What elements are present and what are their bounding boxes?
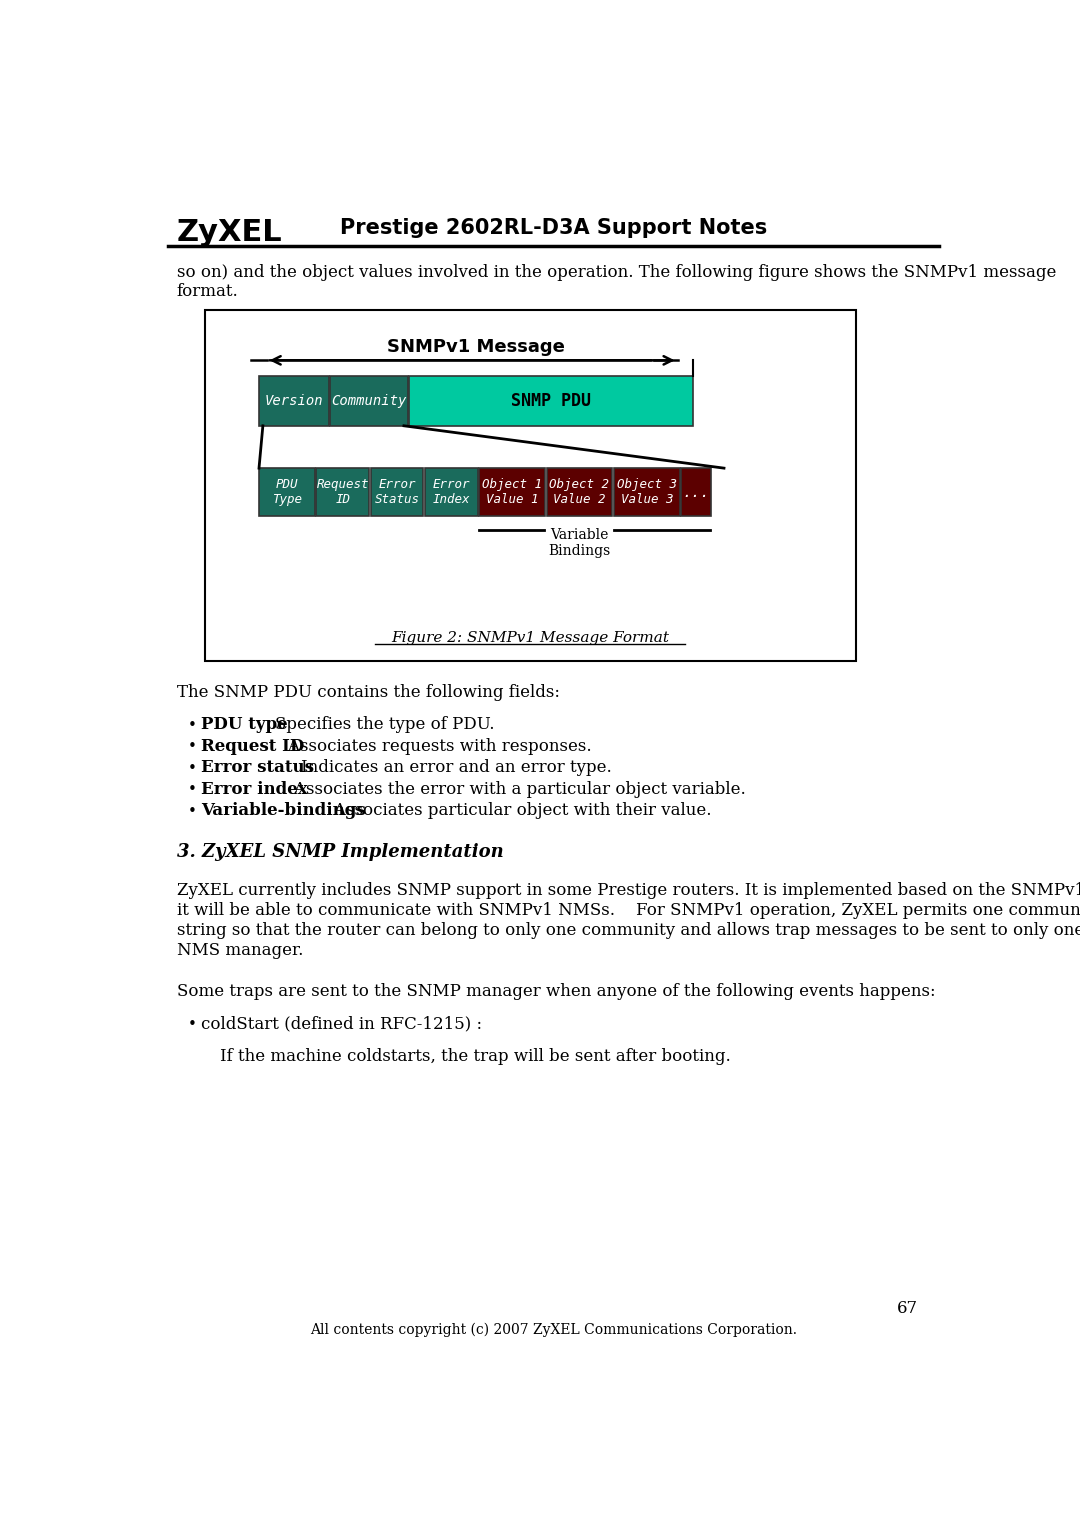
Text: Variable
Bindings: Variable Bindings bbox=[548, 528, 610, 559]
Bar bbox=[480, 469, 545, 516]
Text: Variable-bindings: Variable-bindings bbox=[201, 802, 366, 820]
Bar bbox=[370, 469, 423, 516]
Text: Associates the error with a particular object variable.: Associates the error with a particular o… bbox=[273, 780, 746, 797]
Text: •: • bbox=[188, 782, 197, 797]
Text: coldStart (defined in RFC-1215) :: coldStart (defined in RFC-1215) : bbox=[201, 1015, 482, 1032]
Text: Error status: Error status bbox=[201, 759, 314, 776]
Text: Figure 2: SNMPv1 Message Format: Figure 2: SNMPv1 Message Format bbox=[391, 631, 670, 646]
Text: Request ID: Request ID bbox=[201, 738, 305, 754]
Text: Object 3
Value 3: Object 3 Value 3 bbox=[617, 478, 677, 505]
Text: Object 1
Value 1: Object 1 Value 1 bbox=[482, 478, 542, 505]
Text: 3. ZyXEL SNMP Implementation: 3. ZyXEL SNMP Implementation bbox=[177, 843, 503, 861]
Text: •: • bbox=[188, 718, 197, 733]
Text: PDU type: PDU type bbox=[201, 716, 287, 733]
Text: so on) and the object values involved in the operation. The following figure sho: so on) and the object values involved in… bbox=[177, 264, 1056, 281]
Text: ZyXEL: ZyXEL bbox=[177, 218, 283, 247]
Text: format.: format. bbox=[177, 284, 239, 301]
Bar bbox=[330, 376, 408, 426]
Bar bbox=[424, 469, 477, 516]
Text: PDU
Type: PDU Type bbox=[272, 478, 302, 505]
Text: SNMPv1 Message: SNMPv1 Message bbox=[387, 339, 565, 356]
Text: All contents copyright (c) 2007 ZyXEL Communications Corporation.: All contents copyright (c) 2007 ZyXEL Co… bbox=[310, 1322, 797, 1338]
Text: SNMP PDU: SNMP PDU bbox=[511, 392, 591, 409]
Text: Object 2
Value 2: Object 2 Value 2 bbox=[550, 478, 609, 505]
Text: Request
ID: Request ID bbox=[316, 478, 369, 505]
Text: Version: Version bbox=[265, 394, 323, 408]
Bar bbox=[316, 469, 369, 516]
Text: ...: ... bbox=[683, 484, 710, 499]
Bar bbox=[409, 376, 693, 426]
Text: ZyXEL currently includes SNMP support in some Prestige routers. It is implemente: ZyXEL currently includes SNMP support in… bbox=[177, 881, 1080, 898]
Text: If the machine coldstarts, the trap will be sent after booting.: If the machine coldstarts, the trap will… bbox=[220, 1048, 731, 1064]
Text: string so that the router can belong to only one community and allows trap messa: string so that the router can belong to … bbox=[177, 922, 1080, 939]
Text: Error index: Error index bbox=[201, 780, 308, 797]
Bar bbox=[205, 310, 855, 661]
Text: •: • bbox=[188, 1017, 197, 1032]
Text: •: • bbox=[188, 803, 197, 818]
Text: Error
Index: Error Index bbox=[432, 478, 470, 505]
Bar bbox=[259, 469, 314, 516]
Bar bbox=[681, 469, 711, 516]
Text: Some traps are sent to the SNMP manager when anyone of the following events happ: Some traps are sent to the SNMP manager … bbox=[177, 983, 935, 1000]
Bar bbox=[613, 469, 679, 516]
Bar bbox=[546, 469, 612, 516]
Text: 67: 67 bbox=[896, 1299, 918, 1316]
Text: The SNMP PDU contains the following fields:: The SNMP PDU contains the following fiel… bbox=[177, 684, 559, 701]
Bar bbox=[259, 376, 328, 426]
Text: NMS manager.: NMS manager. bbox=[177, 942, 303, 959]
Text: Associates requests with responses.: Associates requests with responses. bbox=[267, 738, 592, 754]
Text: it will be able to communicate with SNMPv1 NMSs.    For SNMPv1 operation, ZyXEL : it will be able to communicate with SNMP… bbox=[177, 901, 1080, 919]
Text: Error
Status: Error Status bbox=[375, 478, 419, 505]
Text: Prestige 2602RL-D3A Support Notes: Prestige 2602RL-D3A Support Notes bbox=[340, 218, 767, 238]
Text: Indicates an error and an error type.: Indicates an error and an error type. bbox=[280, 759, 611, 776]
Text: •: • bbox=[188, 760, 197, 776]
Text: Specifies the type of PDU.: Specifies the type of PDU. bbox=[254, 716, 494, 733]
Text: Associates particular object with their value.: Associates particular object with their … bbox=[313, 802, 712, 820]
Text: Community: Community bbox=[332, 394, 407, 408]
Text: •: • bbox=[188, 739, 197, 754]
